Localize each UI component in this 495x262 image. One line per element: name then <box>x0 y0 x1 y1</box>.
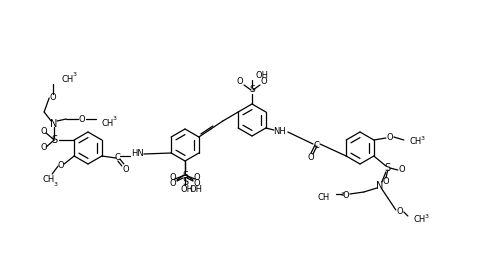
Text: OH: OH <box>181 185 194 194</box>
Text: S: S <box>182 171 188 179</box>
Text: O: O <box>383 177 389 187</box>
Text: O: O <box>50 92 56 101</box>
Text: O: O <box>237 78 244 86</box>
Text: N: N <box>376 181 384 191</box>
Text: CH: CH <box>101 118 113 128</box>
Text: C: C <box>313 140 319 150</box>
Text: 3: 3 <box>341 192 345 196</box>
Text: O: O <box>194 178 200 188</box>
Text: C: C <box>115 154 121 162</box>
Text: O: O <box>170 178 176 188</box>
Text: S: S <box>249 85 255 95</box>
Text: N: N <box>50 119 58 129</box>
Text: O: O <box>387 133 393 141</box>
Text: CH: CH <box>414 216 426 225</box>
Text: 3: 3 <box>421 135 425 140</box>
Text: S: S <box>385 163 391 173</box>
Text: O: O <box>308 154 314 162</box>
Text: O: O <box>123 166 129 174</box>
Text: 3: 3 <box>425 214 429 219</box>
Text: O: O <box>41 144 48 152</box>
Text: O: O <box>170 173 176 183</box>
Text: CH: CH <box>318 194 330 203</box>
Text: OH: OH <box>189 184 202 194</box>
Text: NH: NH <box>273 128 286 137</box>
Text: 3: 3 <box>72 73 76 78</box>
Text: 3: 3 <box>53 182 57 187</box>
Text: O: O <box>261 78 267 86</box>
Text: O: O <box>343 192 349 200</box>
Text: OH: OH <box>256 72 269 80</box>
Text: O: O <box>79 116 86 124</box>
Text: O: O <box>398 166 405 174</box>
Text: O: O <box>58 161 64 170</box>
Text: S: S <box>182 177 188 187</box>
Text: CH: CH <box>61 74 73 84</box>
Text: O: O <box>396 208 403 216</box>
Text: 3: 3 <box>112 117 116 122</box>
Text: HN: HN <box>132 150 144 159</box>
Text: CH: CH <box>42 176 54 184</box>
Text: O: O <box>194 173 200 183</box>
Text: CH: CH <box>410 138 422 146</box>
Text: S: S <box>51 135 57 145</box>
Text: O: O <box>41 128 48 137</box>
